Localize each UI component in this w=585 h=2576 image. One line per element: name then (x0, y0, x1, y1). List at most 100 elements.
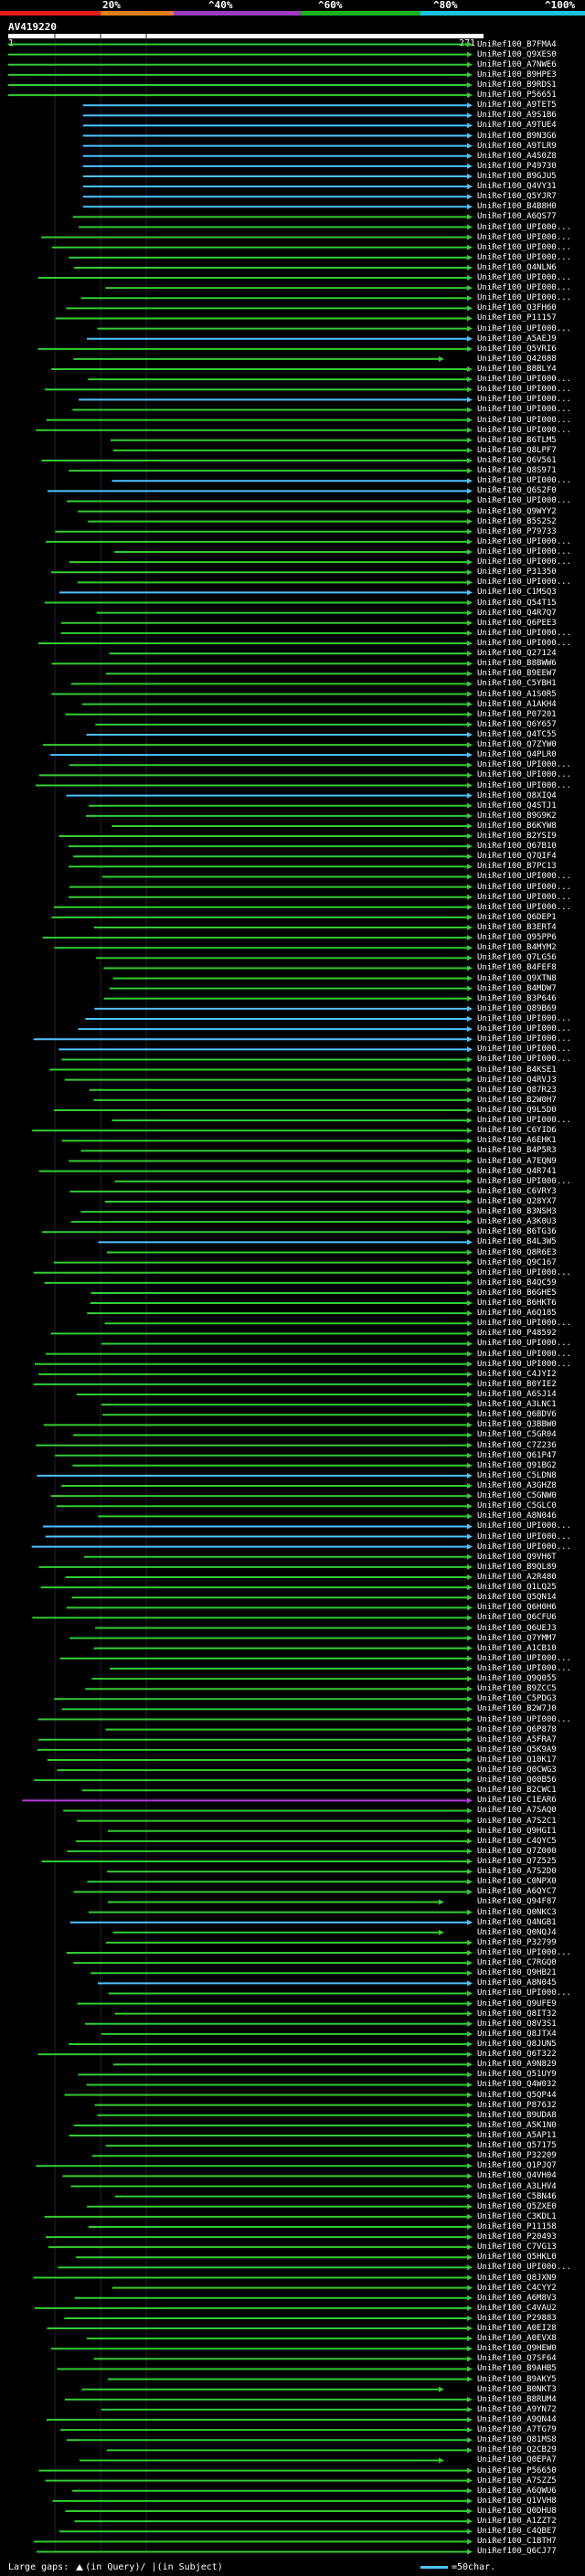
hit-label[interactable]: UniRef100_Q6DEP1 (477, 912, 557, 922)
hit-label[interactable]: UniRef100_P56651 (477, 90, 557, 101)
hit-label[interactable]: UniRef100_Q27124 (477, 649, 557, 659)
hit-label[interactable]: UniRef100_UPI000... (477, 892, 571, 902)
hit-label[interactable]: UniRef100_C1EAR6 (477, 1796, 557, 1806)
hit-label[interactable]: UniRef100_A9S1B6 (477, 111, 557, 121)
hit-label[interactable]: UniRef100_Q8JUN5 (477, 2040, 557, 2049)
hit-label[interactable]: UniRef100_UPI000... (477, 1653, 571, 1663)
hit-label[interactable]: UniRef100_Q0NQJ4 (477, 1927, 557, 1937)
hit-label[interactable]: UniRef100_C6YID6 (477, 1126, 557, 1136)
hit-label[interactable]: UniRef100_A7SZZ5 (477, 2475, 557, 2486)
hit-label[interactable]: UniRef100_UPI000... (477, 1024, 571, 1034)
hit-label[interactable]: UniRef100_A7S2C1 (477, 1816, 557, 1826)
hit-label[interactable]: UniRef100_Q4R7Q7 (477, 608, 557, 618)
hit-label[interactable]: UniRef100_Q2CB29 (477, 2445, 557, 2455)
hit-label[interactable]: UniRef100_B9GJU5 (477, 171, 557, 181)
hit-label[interactable]: UniRef100_UPI000... (477, 222, 571, 232)
hit-label[interactable]: UniRef100_Q6V561 (477, 456, 557, 466)
hit-label[interactable]: UniRef100_A3LHV4 (477, 2181, 557, 2191)
hit-label[interactable]: UniRef100_UPI000... (477, 557, 571, 567)
hit-label[interactable]: UniRef100_Q9L5D0 (477, 1105, 557, 1115)
hit-label[interactable]: UniRef100_Q7SF64 (477, 2354, 557, 2364)
hit-label[interactable]: UniRef100_UPI000... (477, 1044, 571, 1055)
hit-label[interactable]: UniRef100_Q1VVH8 (477, 2496, 557, 2506)
hit-label[interactable]: UniRef100_A5AP11 (477, 2130, 557, 2140)
hit-label[interactable]: UniRef100_C5GR04 (477, 1430, 557, 1440)
hit-label[interactable]: UniRef100_B7FMA4 (477, 39, 557, 49)
hit-label[interactable]: UniRef100_Q0EPA7 (477, 2455, 557, 2465)
hit-label[interactable]: UniRef100_P20493 (477, 2232, 557, 2242)
hit-label[interactable]: UniRef100_Q0CWG3 (477, 1765, 557, 1776)
hit-label[interactable]: UniRef100_UPI000... (477, 2263, 571, 2273)
hit-label[interactable]: UniRef100_Q6P878 (477, 1724, 557, 1734)
hit-label[interactable]: UniRef100_B9AKY5 (477, 2374, 557, 2384)
hit-label[interactable]: UniRef100_Q54T15 (477, 598, 557, 608)
hit-label[interactable]: UniRef100_A3K0U3 (477, 1217, 557, 1227)
hit-label[interactable]: UniRef100_P11157 (477, 313, 557, 323)
hit-label[interactable]: UniRef100_UPI000... (477, 1034, 571, 1044)
hit-label[interactable]: UniRef100_Q91BG2 (477, 1460, 557, 1470)
hit-label[interactable]: UniRef100_Q9WYY2 (477, 506, 557, 516)
hit-label[interactable]: UniRef100_B0YIE2 (477, 1379, 557, 1389)
hit-label[interactable]: UniRef100_A9TLR9 (477, 141, 557, 151)
hit-label[interactable]: UniRef100_B6HKT6 (477, 1299, 557, 1309)
hit-label[interactable]: UniRef100_C5LDN8 (477, 1470, 557, 1480)
hit-label[interactable]: UniRef100_Q9C167 (477, 1257, 557, 1267)
hit-label[interactable]: UniRef100_Q5K9A9 (477, 1744, 557, 1754)
hit-label[interactable]: UniRef100_C5BN46 (477, 2191, 557, 2201)
hit-label[interactable]: UniRef100_C7VG13 (477, 2242, 557, 2253)
hit-label[interactable]: UniRef100_UPI000... (477, 496, 571, 506)
hit-label[interactable]: UniRef100_UPI000... (477, 1116, 571, 1126)
hit-label[interactable]: UniRef100_B6KYW8 (477, 821, 557, 831)
hit-label[interactable]: UniRef100_Q57175 (477, 2141, 557, 2151)
hit-label[interactable]: UniRef100_A3LNC1 (477, 1400, 557, 1410)
hit-label[interactable]: UniRef100_UPI000... (477, 1714, 571, 1724)
hit-label[interactable]: UniRef100_A5FRA7 (477, 1734, 557, 1744)
hit-label[interactable]: UniRef100_UPI000... (477, 252, 571, 262)
hit-label[interactable]: UniRef100_A1AKH4 (477, 699, 557, 709)
hit-label[interactable]: UniRef100_UPI000... (477, 546, 571, 557)
hit-label[interactable]: UniRef100_Q7YMM7 (477, 1633, 557, 1643)
hit-label[interactable]: UniRef100_Q94F87 (477, 1897, 557, 1907)
hit-label[interactable]: UniRef100_A7TG79 (477, 2425, 557, 2435)
hit-label[interactable]: UniRef100_UPI000... (477, 1542, 571, 1552)
hit-label[interactable]: UniRef100_UPI000... (477, 1014, 571, 1023)
hit-label[interactable]: UniRef100_Q5QP44 (477, 2090, 557, 2100)
hit-label[interactable]: UniRef100_C4QBE7 (477, 2527, 557, 2537)
hit-label[interactable]: UniRef100_B4B8H0 (477, 202, 557, 212)
hit-label[interactable]: UniRef100_Q4NGB1 (477, 1917, 557, 1927)
hit-label[interactable]: UniRef100_C5PDG3 (477, 1694, 557, 1704)
hit-label[interactable]: UniRef100_A7S2D0 (477, 1867, 557, 1877)
hit-label[interactable]: UniRef100_Q51UY9 (477, 2070, 557, 2080)
hit-label[interactable]: UniRef100_Q4VH04 (477, 2171, 557, 2181)
hit-label[interactable]: UniRef100_A8N046 (477, 1511, 557, 1521)
hit-label[interactable]: UniRef100_A2R480 (477, 1572, 557, 1582)
hit-label[interactable]: UniRef100_Q81MS8 (477, 2435, 557, 2445)
hit-label[interactable]: UniRef100_UPI000... (477, 760, 571, 770)
hit-label[interactable]: UniRef100_Q9XTN8 (477, 973, 557, 983)
hit-label[interactable]: UniRef100_A1S0R5 (477, 689, 557, 699)
hit-label[interactable]: UniRef100_A8N045 (477, 1978, 557, 1988)
hit-label[interactable]: UniRef100_UPI000... (477, 1948, 571, 1958)
hit-label[interactable]: UniRef100_Q4PLR0 (477, 750, 557, 760)
hit-label[interactable]: UniRef100_A6EHK1 (477, 1136, 557, 1146)
hit-label[interactable]: UniRef100_B2W7J0 (477, 1704, 557, 1714)
hit-label[interactable]: UniRef100_UPI000... (477, 1663, 571, 1673)
hit-label[interactable]: UniRef100_B9QL89 (477, 1562, 557, 1572)
hit-label[interactable]: UniRef100_B8BLY4 (477, 365, 557, 375)
hit-label[interactable]: UniRef100_Q4VY31 (477, 182, 557, 192)
hit-label[interactable]: UniRef100_UPI000... (477, 882, 571, 892)
hit-label[interactable]: UniRef100_P31350 (477, 567, 557, 578)
hit-label[interactable]: UniRef100_Q10K17 (477, 1754, 557, 1765)
hit-label[interactable]: UniRef100_Q8XIQ4 (477, 790, 557, 800)
hit-label[interactable]: UniRef100_B3ERT4 (477, 923, 557, 933)
hit-label[interactable]: UniRef100_Q8LPF7 (477, 445, 557, 455)
hit-label[interactable]: UniRef100_Q4TC55 (477, 729, 557, 739)
hit-label[interactable]: UniRef100_Q0DHU8 (477, 2507, 557, 2516)
hit-label[interactable]: UniRef100_P32799 (477, 1937, 557, 1947)
hit-label[interactable]: UniRef100_A0EI28 (477, 2324, 557, 2334)
hit-label[interactable]: UniRef100_Q6UEJ3 (477, 1623, 557, 1633)
hit-label[interactable]: UniRef100_Q6BDV6 (477, 1410, 557, 1420)
hit-label[interactable]: UniRef100_P11158 (477, 2221, 557, 2231)
hit-label[interactable]: UniRef100_UPI000... (477, 1359, 571, 1369)
hit-label[interactable]: UniRef100_UPI000... (477, 375, 571, 385)
